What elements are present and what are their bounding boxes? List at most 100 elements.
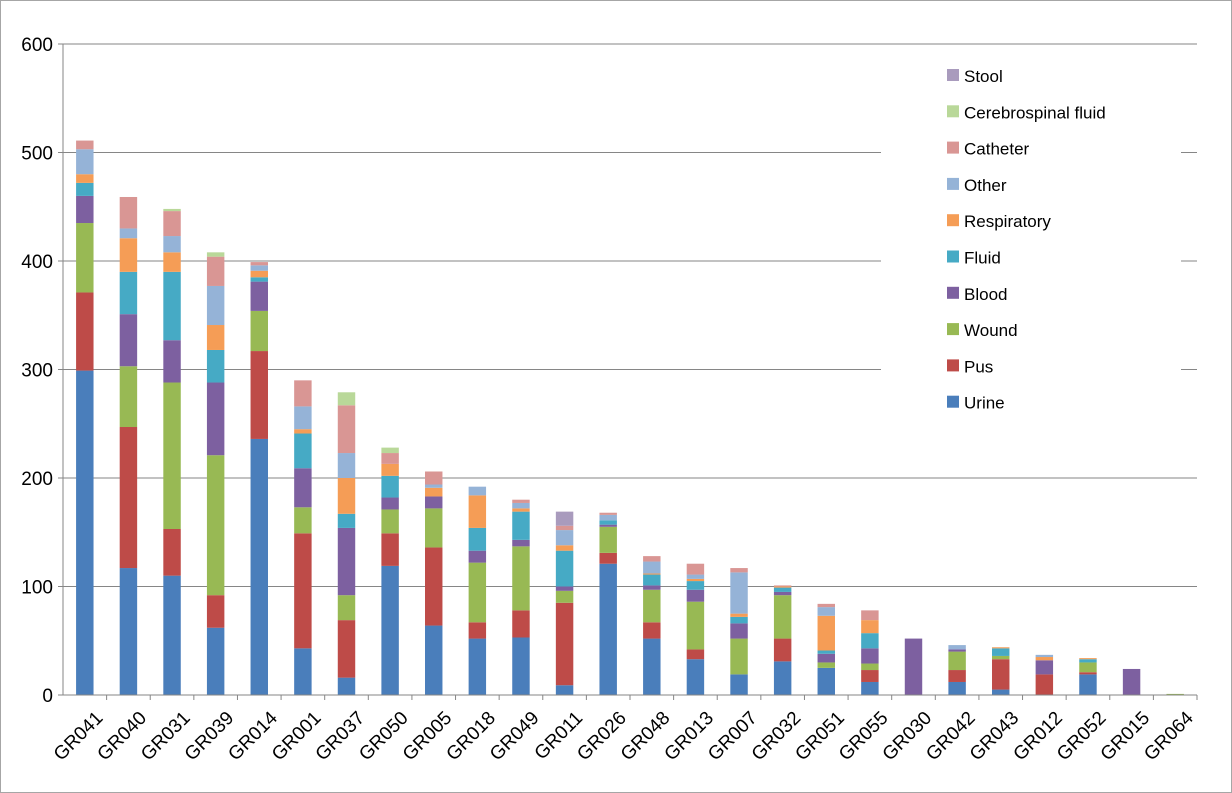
x-tick-label: GR064 — [1140, 707, 1198, 765]
x-tick-label: GR049 — [486, 708, 543, 765]
legend-background — [881, 57, 1181, 421]
bar-segment-blood — [904, 638, 923, 695]
bar-segment-wound — [686, 601, 705, 650]
legend-swatch — [947, 69, 959, 81]
bar-segment-pus — [773, 638, 792, 662]
bar-segment-respiratory — [163, 252, 181, 272]
bar-segment-fluid — [817, 650, 835, 654]
bar-segment-blood — [1035, 660, 1054, 675]
bar-segment-pus — [425, 547, 443, 626]
bar-segment-blood — [861, 648, 879, 664]
y-tick-label: 400 — [21, 252, 53, 273]
legend-entry-label: Pus — [964, 357, 993, 376]
bar-segment-respiratory — [555, 545, 574, 551]
bar-segment-urine — [206, 627, 225, 695]
bar-segment-fluid — [294, 433, 312, 469]
legend-swatch — [947, 250, 959, 263]
bar-segment-respiratory — [1035, 657, 1054, 661]
bar-segment-other — [294, 406, 312, 430]
bar-segment-wound — [294, 507, 312, 534]
bar-segment-blood — [206, 382, 225, 456]
bar-segment-urine — [643, 638, 661, 695]
legend-swatch — [947, 286, 959, 299]
bar-segment-other — [599, 514, 617, 521]
bar-segment-urine — [730, 674, 748, 695]
bar-segment-blood — [1122, 668, 1141, 695]
bar-segment-other — [206, 285, 225, 326]
bar-segment-other — [76, 149, 94, 175]
legend-entry-label: Wound — [964, 321, 1018, 340]
bar-segment-wound — [1166, 693, 1184, 695]
bar-segment-other — [730, 572, 748, 614]
bar-segment-fluid — [992, 648, 1010, 656]
bar-segment-other — [512, 502, 530, 509]
bar-segment-blood — [599, 524, 617, 527]
bar-segment-urine — [294, 648, 312, 695]
bar-segment-pus — [992, 659, 1010, 690]
bar-segment-blood — [163, 340, 181, 383]
bar-segment-blood — [76, 195, 94, 224]
bar-segment-other — [163, 236, 181, 253]
legend-entry-label: Urine — [964, 394, 1005, 413]
bar-segment-catheter — [294, 380, 312, 407]
bar-segment-blood — [773, 591, 792, 596]
x-axis-labels: GR041GR040GR031GR039GR014GR001GR037GR050… — [50, 707, 1198, 765]
bar-segment-other — [119, 228, 138, 239]
y-tick-label: 500 — [21, 144, 53, 165]
bar-segment-pus — [381, 533, 399, 566]
bar-segment-urine — [686, 659, 705, 695]
bar-segment-wound — [1079, 662, 1097, 673]
legend-entry-label: Stool — [964, 67, 1003, 86]
bar-segment-urine — [992, 689, 1010, 695]
bar-segment-blood — [425, 496, 443, 509]
bar-segment-cerebrospinal-fluid — [381, 447, 399, 454]
bar-segment-urine — [512, 637, 530, 695]
bar-segment-fluid — [468, 527, 487, 551]
bar-segment-blood — [512, 539, 530, 547]
bar-segment-wound — [773, 595, 792, 639]
bar-segment-urine — [555, 685, 574, 695]
legend-entry-label: Respiratory — [964, 212, 1051, 231]
bar-segment-respiratory — [817, 615, 835, 651]
bar-segment-catheter — [76, 140, 94, 150]
bar-segment-other — [948, 645, 966, 650]
bar-segment-fluid — [250, 277, 268, 282]
bar-segment-catheter — [686, 563, 705, 575]
bar-segment-blood — [948, 649, 966, 652]
bar-segment-fluid — [163, 271, 181, 341]
bar-segment-urine — [948, 681, 966, 695]
bar-segment-fluid — [599, 520, 617, 525]
bar-segment-pus — [686, 649, 705, 660]
bar-segment-cerebrospinal-fluid — [337, 392, 356, 406]
bar-segment-urine — [468, 638, 487, 695]
bar-segment-wound — [948, 651, 966, 671]
bar-segment-fluid — [512, 511, 530, 540]
bar-segment-urine — [817, 667, 835, 695]
bar-segment-other — [1035, 654, 1054, 658]
bar-segment-wound — [730, 638, 748, 675]
bar-segment-respiratory — [206, 325, 225, 350]
y-tick-label: 100 — [21, 578, 53, 599]
legend-swatch — [947, 214, 959, 227]
bar-segment-blood — [555, 586, 574, 591]
bar-segment-blood — [817, 653, 835, 663]
bar-segment-fluid — [686, 581, 705, 590]
bar-segment-respiratory — [250, 270, 268, 278]
bar-segment-cerebrospinal-fluid — [206, 252, 225, 257]
y-tick-label: 600 — [21, 35, 53, 56]
bar-segment-urine — [425, 625, 443, 695]
bar-segment-wound — [425, 508, 443, 548]
bar-segment-urine — [250, 438, 268, 695]
legend: Stool Cerebrospinal fluid Catheter Other Res… — [881, 57, 1181, 421]
bar-segment-pus — [250, 351, 268, 439]
bar-segment-respiratory — [381, 463, 399, 476]
bar-segment-wound — [599, 526, 617, 553]
bar-segment-fluid — [337, 513, 356, 528]
bar-segment-blood — [294, 468, 312, 508]
bar-segment-wound — [555, 590, 574, 603]
bar-segment-catheter — [730, 568, 748, 573]
bar-segment-pus — [1035, 674, 1054, 695]
bar-segment-fluid — [76, 182, 94, 196]
bar-segment-wound — [817, 662, 835, 668]
